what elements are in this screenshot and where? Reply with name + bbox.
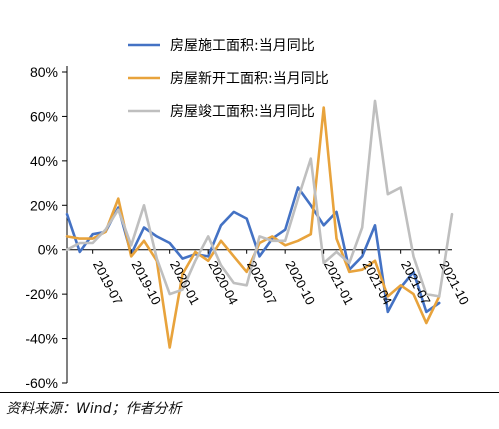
source-note: 资料来源：Wind；作者分析 [6,401,182,417]
legend-label: 房屋新开工面积:当月同比 [170,71,329,87]
x-tick-label: 2020-01 [167,258,203,307]
y-tick-label: 80% [30,64,58,80]
x-tick-label: 2020-07 [244,258,280,307]
series-lines [65,99,454,349]
y-axis: 80% 60% 40% 20% 0% -20% -40% -60% [25,64,67,391]
x-tick-label: 2019-07 [90,258,126,307]
y-tick-label: 60% [30,108,58,124]
legend-label: 房屋竣工面积:当月同比 [170,104,315,120]
y-tick-label: -40% [25,331,58,347]
y-tick-label: 0% [38,242,58,258]
x-tick-label: 2021-04 [360,258,396,307]
footer-divider [0,392,499,393]
y-tick-label: -20% [25,286,58,302]
x-tick-label: 2021-01 [321,258,357,307]
legend-label: 房屋施工面积:当月同比 [170,38,315,54]
line-chart: 80%60%40%20%0%-20%-40%-60% 2019-07 2019-1… [25,38,472,391]
y-tick-label: -60% [25,375,58,391]
y-tick-label: 40% [30,153,58,169]
series-line [65,99,454,298]
y-tick-label: 20% [30,197,58,213]
x-tick-label: 2020-10 [283,258,319,307]
